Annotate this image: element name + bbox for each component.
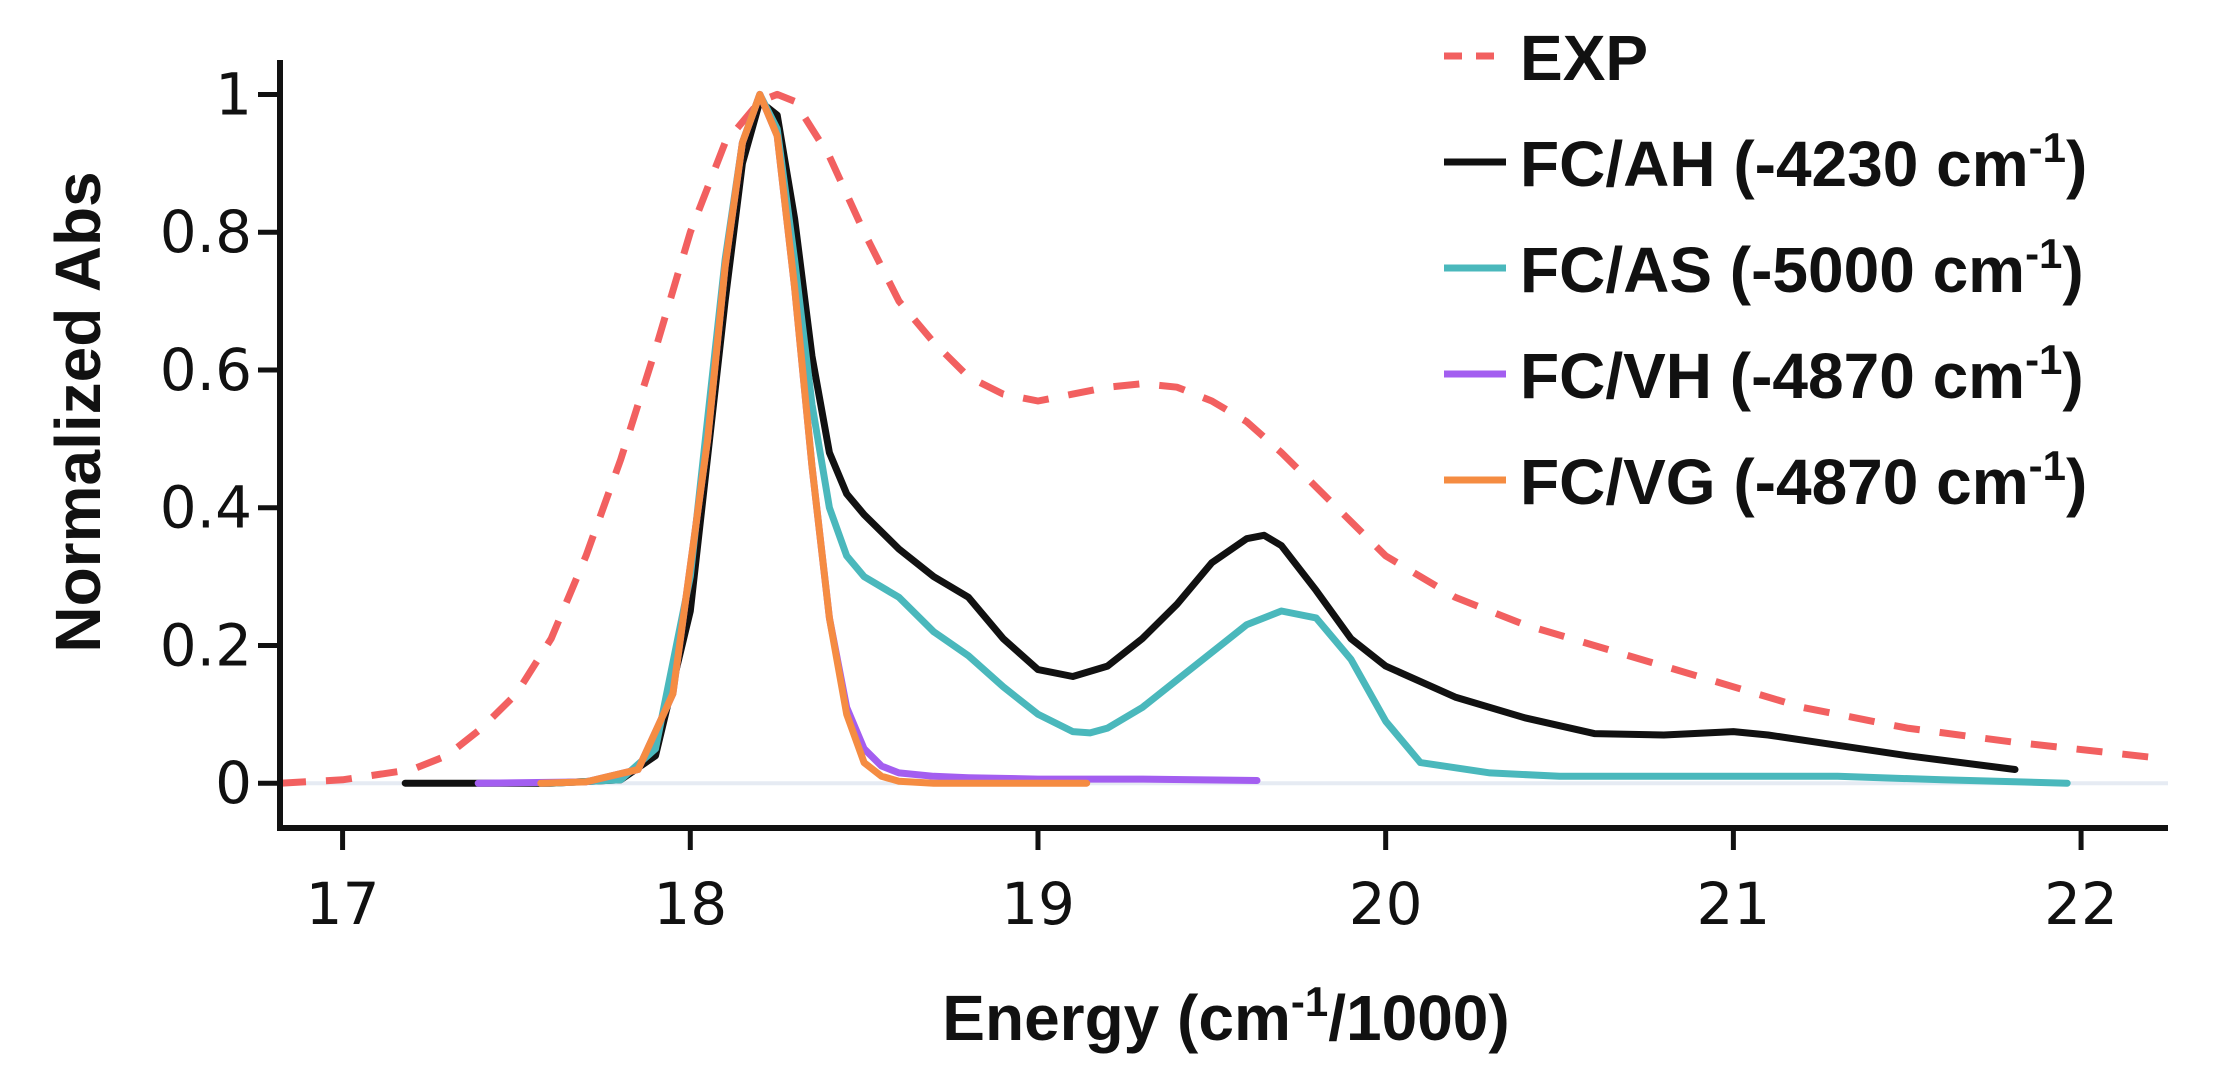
legend-entry-fc-as: FC/AS (-5000 cm-1) xyxy=(1444,230,2084,306)
legend-label: FC/VG (-4870 cm-1) xyxy=(1520,442,2087,518)
legend-entry-fc-vg: FC/VG (-4870 cm-1) xyxy=(1444,442,2087,518)
y-tick-label: 1 xyxy=(215,60,252,128)
legend-entry-exp: EXP xyxy=(1444,22,1648,94)
plot-area xyxy=(279,90,2169,787)
y-tick-label: 0.8 xyxy=(160,198,252,266)
axes xyxy=(277,60,2168,831)
legend-label: FC/AS (-5000 cm-1) xyxy=(1520,230,2084,306)
y-axis-ticks: 0 0.2 0.4 0.6 0.8 1 xyxy=(160,60,280,817)
legend-label: FC/VH (-4870 cm-1) xyxy=(1520,336,2084,412)
x-tick-label: 18 xyxy=(653,870,727,938)
x-tick-label: 20 xyxy=(1349,870,1423,938)
x-axis-ticks: 17 18 19 20 21 22 xyxy=(306,828,2118,938)
legend-entry-fc-ah: FC/AH (-4230 cm-1) xyxy=(1444,124,2087,200)
x-tick-label: 21 xyxy=(1696,870,1770,938)
x-axis-label: Energy (cm-1/1000) xyxy=(942,978,1509,1054)
series-line-fc-vh xyxy=(474,90,1261,787)
x-tick-label: 19 xyxy=(1001,870,1075,938)
y-tick-label: 0 xyxy=(215,749,252,817)
y-tick-label: 0.4 xyxy=(160,474,252,542)
series-line-fc-vg xyxy=(537,90,1091,787)
series-line-exp xyxy=(279,90,2169,787)
y-tick-label: 0.2 xyxy=(160,611,252,679)
series-line-fc-ah xyxy=(401,97,2019,787)
y-axis-label: Normalized Abs xyxy=(42,171,114,652)
legend: EXP FC/AH (-4230 cm-1) FC/AS (-5000 cm-1) F… xyxy=(1444,22,2087,518)
x-tick-label: 22 xyxy=(2044,870,2118,938)
legend-entry-fc-vh: FC/VH (-4870 cm-1) xyxy=(1444,336,2084,412)
legend-label: EXP xyxy=(1520,22,1648,94)
x-tick-label: 17 xyxy=(306,870,380,938)
legend-label: FC/AH (-4230 cm-1) xyxy=(1520,124,2087,200)
y-tick-label: 0.6 xyxy=(160,336,252,404)
